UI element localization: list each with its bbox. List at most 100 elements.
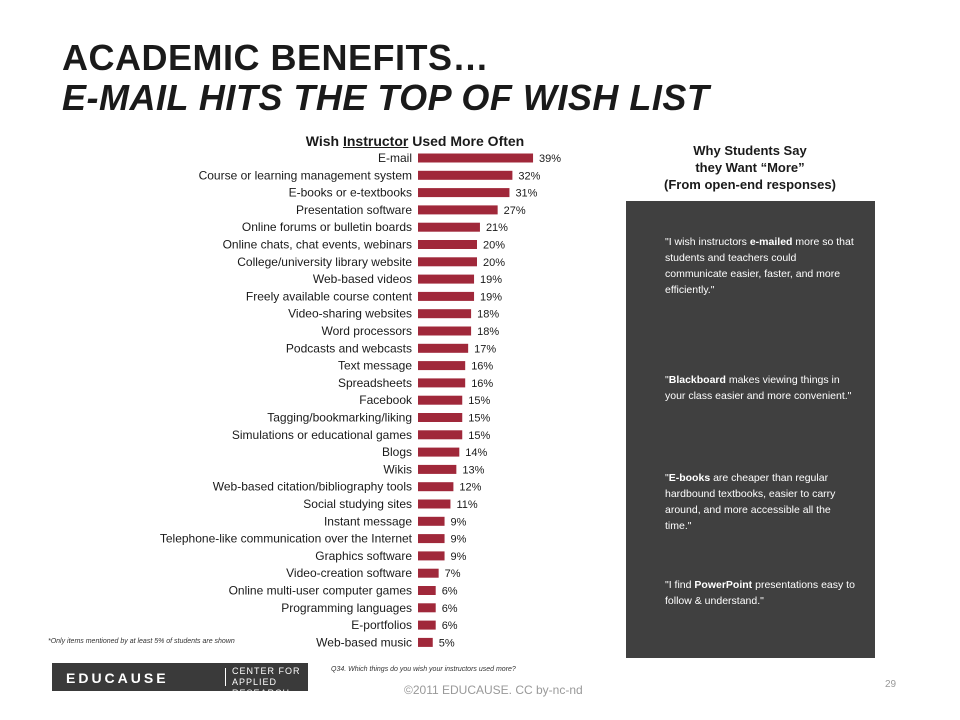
bar — [418, 222, 480, 232]
category-label: Social studying sites — [303, 497, 412, 511]
chart-title: Wish Instructor Used More Often — [290, 133, 540, 149]
category-label: Online chats, chat events, webinars — [223, 238, 412, 252]
bar — [418, 274, 475, 284]
bar — [418, 620, 436, 630]
category-label: Instant message — [324, 514, 412, 528]
quote-2: "Blackboard makes viewing things in your… — [665, 372, 860, 404]
why-line-3: (From open-end responses) — [664, 177, 836, 192]
category-label: College/university library website — [237, 255, 412, 269]
bar — [418, 205, 498, 215]
bar — [418, 170, 513, 180]
value-label: 9% — [451, 516, 467, 528]
category-label: Online forums or bulletin boards — [242, 220, 412, 234]
logo-wordmark: EDUCAUSE — [66, 670, 169, 686]
value-label: 6% — [442, 586, 458, 598]
value-label: 15% — [468, 413, 490, 425]
bar — [418, 413, 463, 422]
value-label: 20% — [483, 240, 505, 252]
chart-title-post: Used More Often — [408, 133, 525, 149]
bar — [418, 551, 445, 561]
category-label: Spreadsheets — [338, 376, 412, 390]
logo-center-line-2: APPLIED RESEARCH — [232, 677, 291, 698]
category-label: Course or learning management system — [199, 168, 412, 182]
category-label: E-portfolios — [351, 618, 412, 632]
value-label: 16% — [471, 361, 493, 373]
category-label: E-books or e-textbooks — [289, 186, 412, 200]
category-label: Web-based videos — [313, 272, 412, 286]
category-label: Simulations or educational games — [232, 428, 412, 442]
bar — [418, 361, 466, 371]
value-label: 16% — [471, 378, 493, 390]
category-label: Web-based music — [316, 635, 412, 649]
value-label: 13% — [462, 464, 484, 476]
category-label: Telephone-like communication over the In… — [160, 532, 413, 546]
bar — [418, 447, 460, 457]
why-line-1: Why Students Say — [693, 143, 807, 158]
quote-3-text-b: are cheaper than regular hardbound textb… — [665, 472, 836, 532]
quote-3: "E-books are cheaper than regular hardbo… — [665, 470, 860, 534]
why-line-2: they Want “More” — [695, 160, 805, 175]
educause-logo: EDUCAUSE CENTER FOR APPLIED RESEARCH — [52, 663, 308, 698]
quote-2-emphasis: Blackboard — [668, 374, 726, 386]
value-label: 15% — [468, 395, 490, 407]
category-label: Freely available course content — [246, 289, 413, 303]
category-label: Podcasts and webcasts — [286, 341, 412, 355]
quote-4-text-b: presentations easy to follow & understan… — [665, 579, 855, 607]
value-label: 21% — [486, 222, 508, 234]
value-label: 19% — [480, 274, 502, 286]
value-label: 20% — [483, 257, 505, 269]
bar — [418, 586, 436, 595]
category-label: Word processors — [322, 324, 412, 338]
quote-1-emphasis: e-mailed — [749, 236, 793, 248]
category-label: Blogs — [382, 445, 412, 459]
category-label: Text message — [338, 359, 412, 373]
title-line-1: ACADEMIC BENEFITS… — [62, 37, 490, 78]
bar — [418, 499, 451, 509]
value-label: 12% — [459, 482, 481, 494]
bar — [418, 343, 469, 353]
bar — [418, 534, 445, 544]
value-label: 15% — [468, 430, 490, 442]
category-label: Tagging/bookmarking/liking — [267, 411, 412, 425]
category-label: Programming languages — [281, 601, 412, 615]
footnote: *Only items mentioned by at least 5% of … — [48, 638, 235, 645]
bar — [418, 516, 445, 526]
page-number: 29 — [885, 679, 897, 690]
quote-2-text-a: " — [665, 374, 669, 386]
bar — [418, 637, 433, 647]
value-label: 32% — [518, 170, 540, 182]
quote-1-text-b: more so that students and teachers could… — [665, 236, 854, 296]
quote-3-emphasis: E-books — [668, 472, 711, 484]
bar — [418, 326, 472, 336]
quote-4-emphasis: PowerPoint — [694, 579, 753, 591]
copyright: ©2011 EDUCAUSE. CC by-nc-nd — [404, 683, 583, 697]
chart-title-pre: Wish — [305, 133, 343, 149]
value-label: 27% — [504, 205, 526, 217]
quote-4: "I find PowerPoint presentations easy to… — [665, 577, 860, 609]
category-label: Wikis — [383, 462, 412, 476]
value-label: 6% — [442, 603, 458, 615]
value-label: 31% — [515, 188, 537, 200]
bar — [418, 603, 436, 613]
value-label: 19% — [480, 291, 502, 303]
bar — [418, 568, 439, 578]
slide-title: ACADEMIC BENEFITS… E-MAIL HITS THE TOP O… — [62, 38, 709, 118]
value-label: 14% — [465, 447, 487, 459]
value-label: 5% — [439, 637, 455, 649]
category-label: Web-based citation/bibliography tools — [213, 480, 412, 494]
bar — [418, 482, 454, 492]
quote-1-text-a: "I wish instructors — [665, 236, 750, 248]
quote-2-text-b: makes viewing things in your class easie… — [665, 374, 852, 402]
category-label: E-mail — [378, 151, 412, 165]
value-label: 9% — [451, 551, 467, 563]
title-line-2: E-MAIL HITS THE TOP OF WISH LIST — [62, 77, 710, 118]
value-label: 17% — [474, 343, 496, 355]
quote-3-text-a: " — [665, 472, 669, 484]
value-label: 7% — [445, 568, 461, 580]
logo-separator — [225, 668, 226, 686]
category-label: Online multi-user computer games — [229, 584, 412, 598]
quote-4-text-a: "I find — [665, 579, 695, 591]
bar — [418, 240, 477, 249]
category-label: Video-sharing websites — [288, 307, 412, 321]
value-label: 39% — [539, 153, 561, 165]
